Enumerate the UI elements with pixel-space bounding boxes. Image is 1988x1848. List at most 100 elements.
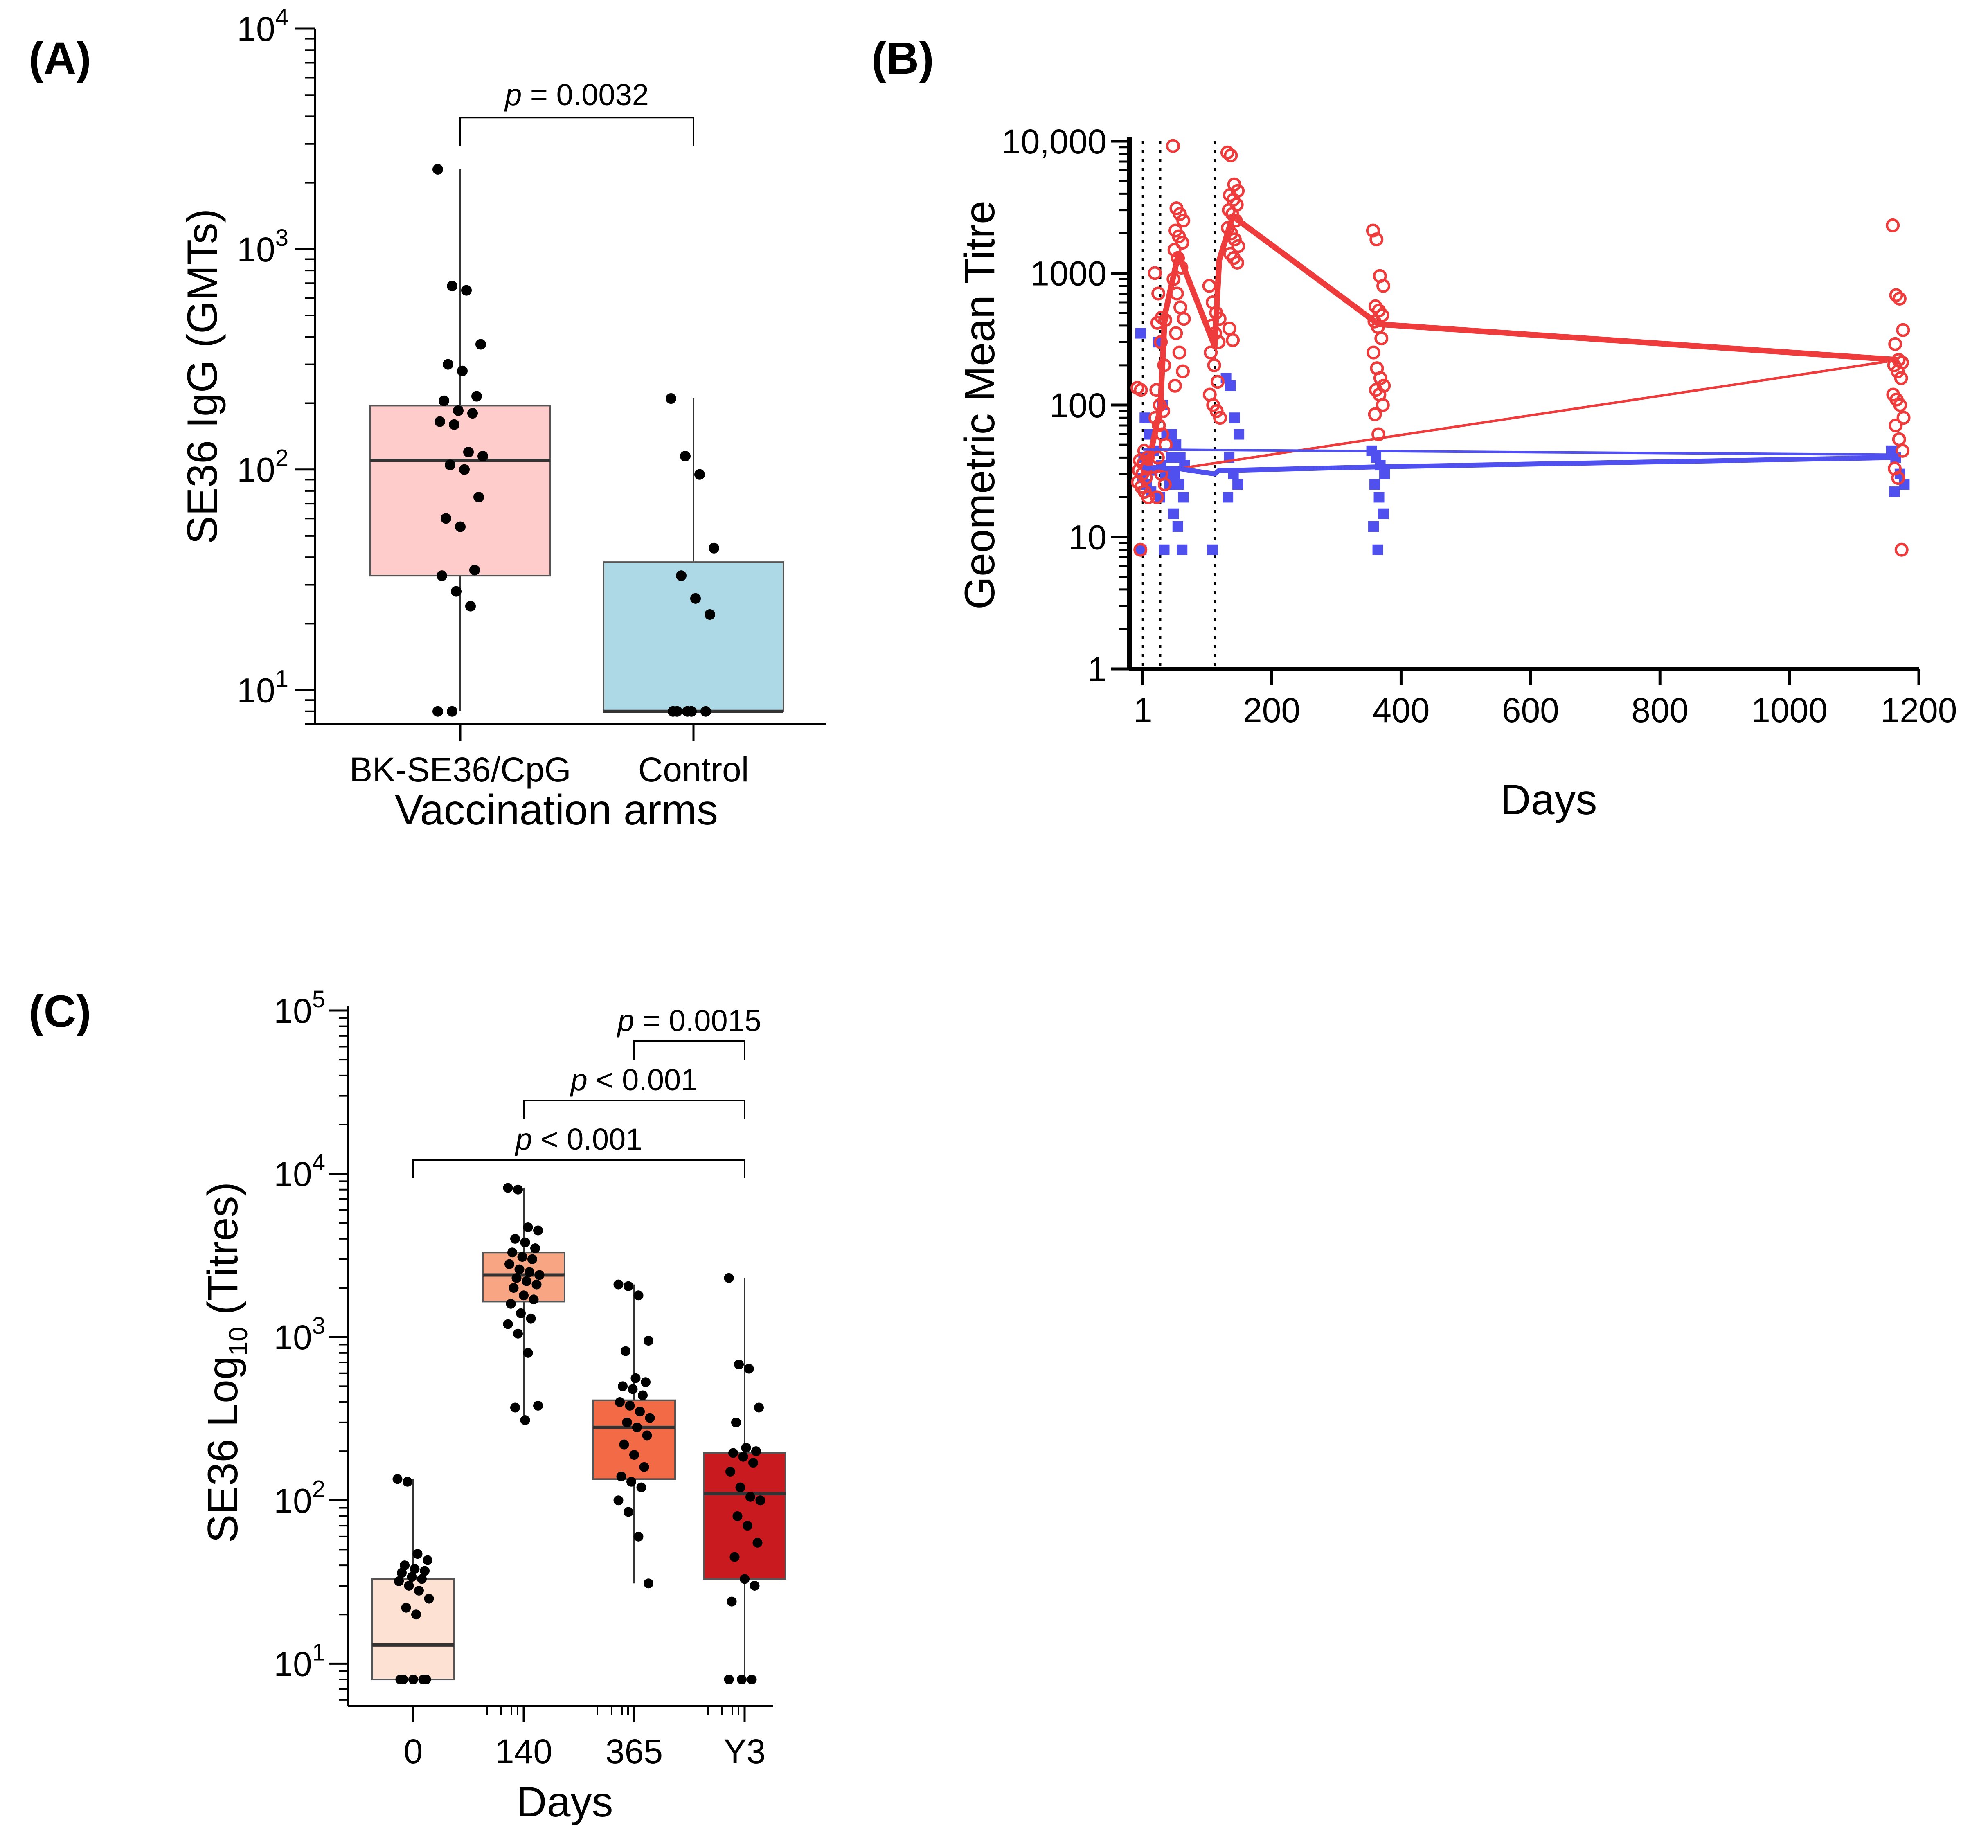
c-data-point <box>424 1594 434 1604</box>
b-series-line-0 <box>1140 213 1898 476</box>
c-box-2 <box>592 1399 676 1480</box>
c-data-point <box>410 1564 420 1574</box>
a-y-tick-label-base: 10 <box>237 451 275 489</box>
b-bk-point <box>1376 279 1391 293</box>
c-data-point <box>752 1537 763 1548</box>
a-data-point <box>447 706 457 717</box>
a-y-tick-label: 102 <box>237 445 288 489</box>
b-control-point <box>1173 479 1184 490</box>
b-y-tick-label: 10,000 <box>1002 122 1107 161</box>
c-pvalue-bracket <box>523 1100 745 1119</box>
c-y-tick-label: 105 <box>274 986 325 1030</box>
a-data-point <box>445 459 455 470</box>
c-y-tick-label: 104 <box>274 1149 325 1193</box>
a-box-0 <box>369 405 551 577</box>
b-control-point <box>1168 508 1179 519</box>
c-data-point <box>645 1413 655 1423</box>
c-pvalue-p: p <box>617 1004 634 1038</box>
c-data-point <box>516 1308 526 1318</box>
c-data-point <box>513 1184 523 1195</box>
c-data-point <box>629 1450 639 1460</box>
b-bk-point <box>1202 279 1216 293</box>
c-data-point <box>737 1675 747 1685</box>
a-pvalue-text: p = 0.0032 <box>504 78 649 112</box>
a-pvalue-bracket <box>459 117 694 146</box>
c-data-point <box>748 1458 758 1468</box>
c-data-point <box>727 1596 737 1607</box>
a-data-point <box>453 405 464 416</box>
b-bk-point <box>1168 378 1182 393</box>
c-data-point <box>740 1574 750 1584</box>
c-data-point <box>738 1452 748 1462</box>
a-data-point <box>432 164 443 175</box>
b-bk-point <box>1371 427 1386 441</box>
b-bk-point <box>1166 139 1180 153</box>
b-control-point <box>1135 328 1146 339</box>
c-data-point <box>624 1507 633 1517</box>
a-data-point <box>469 565 480 576</box>
c-y-axis-title: SE36 Log10 (Titres) <box>199 1182 253 1543</box>
a-data-point <box>439 395 449 406</box>
c-category-label: Y3 <box>724 1732 766 1771</box>
a-data-point <box>449 419 459 430</box>
b-bk-point <box>1141 490 1155 504</box>
c-data-point <box>509 1283 519 1293</box>
a-data-point <box>690 593 701 604</box>
b-bk-point <box>1207 358 1221 372</box>
c-data-point <box>728 1448 738 1458</box>
b-control-point <box>1223 492 1234 503</box>
a-data-point <box>467 408 478 419</box>
c-data-point <box>725 1467 735 1477</box>
b-control-point <box>1166 452 1177 463</box>
c-data-point <box>503 1183 513 1193</box>
b-x-tick-label: 200 <box>1243 691 1300 729</box>
c-y-tick-label-base: 10 <box>274 1155 312 1193</box>
c-y-tick-label: 103 <box>274 1312 325 1357</box>
a-data-point <box>676 570 687 581</box>
b-bk-point <box>1893 398 1907 412</box>
c-data-point <box>616 1471 626 1481</box>
c-pvalue-p: p <box>515 1122 532 1156</box>
c-data-point <box>403 1477 412 1487</box>
c-pvalue-value: = 0.0015 <box>634 1004 761 1038</box>
c-pvalue-text: p < 0.001 <box>570 1063 698 1097</box>
c-data-point <box>622 1417 632 1427</box>
panel-label-a: (A) <box>29 33 91 83</box>
b-bk-point <box>1224 148 1238 162</box>
c-data-point <box>618 1381 628 1391</box>
c-data-point <box>392 1474 403 1484</box>
b-y-tick-label: 100 <box>1049 386 1107 425</box>
b-control-point <box>1373 492 1385 503</box>
b-bk-point <box>1888 337 1902 351</box>
c-data-point <box>735 1482 745 1492</box>
b-bk-point <box>1227 232 1242 247</box>
c-pvalue-value: < 0.001 <box>588 1063 698 1097</box>
a-data-point <box>465 601 476 612</box>
a-pvalue-value: = 0.0032 <box>522 78 649 112</box>
panel-label-b: (B) <box>871 33 934 83</box>
b-bk-point <box>1176 214 1191 228</box>
b-bk-point <box>1230 255 1244 270</box>
b-control-point <box>1232 479 1243 490</box>
b-bk-point <box>1892 432 1906 446</box>
c-data-point <box>423 1555 432 1565</box>
b-bk-point <box>1892 292 1907 306</box>
c-data-point <box>527 1254 537 1264</box>
b-bk-point <box>1167 243 1182 257</box>
c-y-tick-label-exp: 4 <box>312 1149 325 1176</box>
c-data-point <box>644 1578 653 1589</box>
c-pvalue-text: p < 0.001 <box>515 1122 643 1156</box>
b-bk-point <box>1176 364 1190 378</box>
b-bk-point <box>1220 145 1234 160</box>
b-bk-point <box>1157 477 1172 492</box>
b-bk-point <box>1211 375 1225 389</box>
a-data-point <box>705 609 715 620</box>
c-data-point <box>639 1462 649 1472</box>
b-bk-point <box>1894 542 1909 557</box>
c-data-point <box>510 1402 520 1413</box>
c-y-tick-label-exp: 5 <box>312 986 325 1013</box>
a-data-point <box>463 447 474 458</box>
panel-label-c: (C) <box>29 986 91 1037</box>
